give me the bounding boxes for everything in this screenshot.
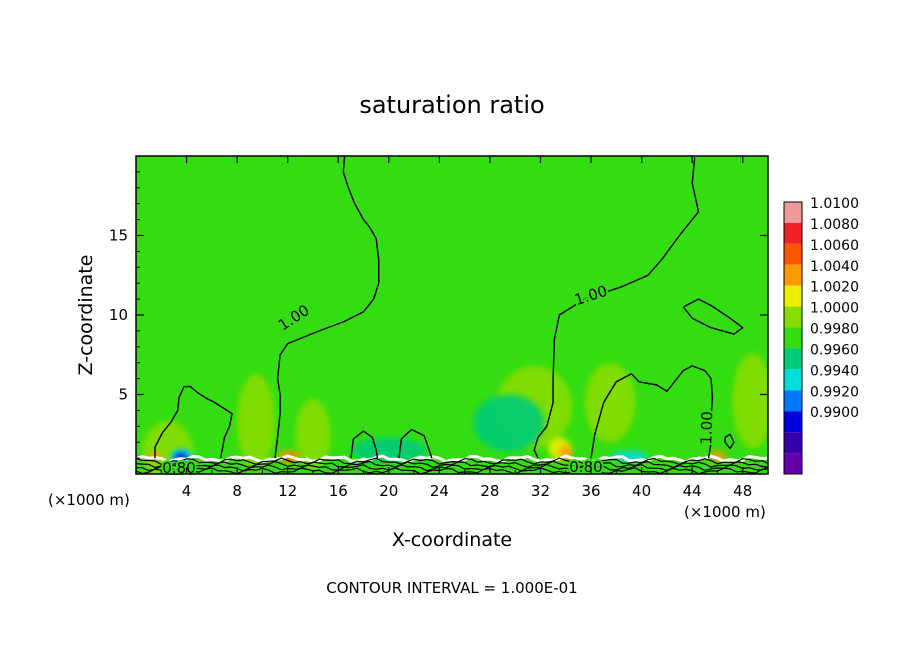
x-tick-label: 36 (581, 482, 600, 500)
contour-line (274, 156, 380, 459)
contour-line (724, 433, 735, 450)
contour-lines (154, 156, 744, 459)
x-tick-label: 12 (278, 482, 297, 500)
colorbar: 1.0100 1.0080 1.0060 1.0040 1.0020 1.0000 0.99… (783, 196, 859, 475)
colorbar-label: 1.0040 (810, 259, 859, 275)
contour-line (682, 298, 744, 335)
colorbar-label: 0.9900 (810, 405, 859, 421)
terrain-contour (136, 454, 768, 464)
colorbar-label: 0.9920 (810, 384, 859, 400)
shading-blob (473, 394, 545, 452)
shading-blob (584, 362, 636, 443)
plot-area: 1.001.001.000.80 0.80 4 8 12 16 20 24 28 32 36 40 4… (109, 155, 769, 500)
plot-background (136, 156, 768, 474)
contour-line (154, 385, 233, 459)
colorbar-swatch (784, 202, 802, 223)
colorbar-swatch (784, 222, 802, 244)
terrain-contour (136, 457, 768, 466)
shading-blob (350, 437, 427, 463)
colorbar-swatch (784, 327, 802, 349)
colorbar-swatch (784, 243, 802, 265)
shading-layer (142, 353, 768, 474)
contour-line (590, 365, 714, 459)
x-unit-left: (×1000 m) (48, 491, 130, 509)
colorbar-swatch (784, 306, 802, 328)
x-unit-right: (×1000 m) (684, 503, 766, 521)
shading-blob (732, 353, 768, 449)
terrain-contours (136, 454, 768, 474)
colorbar-swatch (784, 453, 802, 474)
x-axis-label: X-coordinate (392, 529, 512, 551)
colorbar-swatch (784, 348, 802, 370)
x-tick-label: 48 (733, 482, 752, 500)
colorbar-frame (783, 201, 803, 475)
terrain-contour (136, 463, 768, 472)
x-tick-label: 32 (531, 482, 550, 500)
colorbar-label: 1.0000 (810, 301, 859, 317)
colorbar-label: 1.0060 (810, 238, 859, 254)
terrain-contour (136, 467, 768, 474)
shading-blob (295, 399, 331, 470)
x-axis: 4 8 12 16 20 24 28 32 36 40 44 48 (160, 156, 752, 500)
colorbar-swatch (784, 264, 802, 286)
contour-interval-note: CONTOUR INTERVAL = 1.000E-01 (326, 579, 577, 597)
colorbar-label: 0.9960 (810, 342, 859, 358)
colorbar-label: 1.0100 (810, 196, 859, 212)
colorbar-swatch (784, 432, 802, 454)
contour-line (398, 428, 433, 459)
x-tick-label: 20 (379, 482, 398, 500)
x-tick-label: 16 (329, 482, 348, 500)
x-tick-label: 24 (430, 482, 449, 500)
y-axis-label: Z-coordinate (75, 255, 97, 376)
colorbar-label: 0.9980 (810, 322, 859, 338)
x-tick-label: 28 (480, 482, 499, 500)
contour-line (350, 430, 379, 459)
y-tick-label: 5 (118, 386, 128, 404)
contour-label: 0.80 (569, 458, 602, 476)
x-tick-label: 4 (182, 482, 192, 500)
y-tick-label: 15 (109, 227, 128, 245)
x-tick-label: 44 (683, 482, 702, 500)
chart-title: saturation ratio (359, 91, 544, 119)
shading-blob (237, 373, 276, 470)
colorbar-label: 1.0080 (810, 217, 859, 233)
colorbar-label: 1.0020 (810, 280, 859, 296)
x-tick-label: 8 (232, 482, 242, 500)
contour-label: 1.00 (697, 411, 716, 445)
x-tick-label: 40 (632, 482, 651, 500)
colorbar-label: 0.9940 (810, 363, 859, 379)
colorbar-swatch (784, 369, 802, 391)
y-tick-label: 10 (109, 306, 128, 324)
colorbar-swatch (784, 411, 802, 433)
y-axis: 5 10 15 (109, 171, 768, 459)
contour-line (533, 157, 700, 459)
colorbar-swatch (784, 285, 802, 307)
colorbar-swatch (784, 390, 802, 412)
